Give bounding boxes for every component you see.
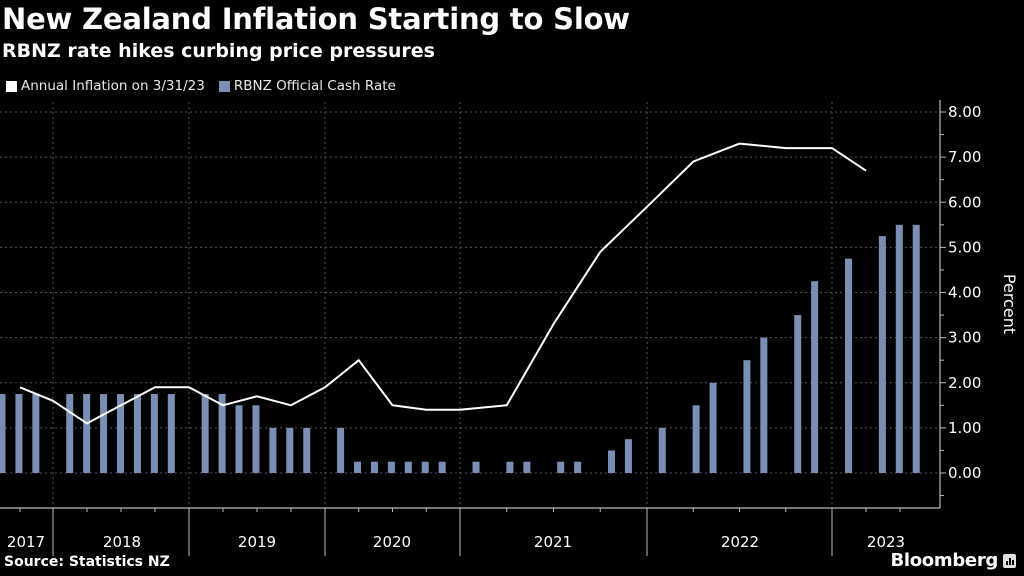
legend-label-inflation: Annual Inflation on 3/31/23	[21, 78, 205, 94]
x-tick-label: 2017	[7, 533, 45, 551]
y-tick-label: 4.00	[948, 284, 981, 302]
ocr-bar	[83, 394, 91, 473]
legend-swatch-ocr	[218, 80, 230, 92]
ocr-bar	[0, 394, 6, 473]
ocr-bar	[100, 394, 108, 473]
ocr-bar	[878, 236, 886, 473]
x-tick-label: 2022	[721, 533, 759, 551]
ocr-bar	[32, 394, 40, 473]
ocr-bar	[252, 405, 260, 473]
ocr-bar	[912, 224, 920, 473]
y-tick-label: 5.00	[948, 238, 981, 256]
y-tick-label: 7.00	[948, 148, 981, 166]
ocr-bar	[150, 394, 158, 473]
inflation-line	[19, 142, 867, 425]
y-tick-label: 8.00	[948, 103, 981, 121]
ocr-bar	[743, 360, 751, 473]
ocr-bar	[658, 427, 666, 473]
y-tick-label: 1.00	[948, 419, 981, 437]
ocr-bar	[438, 461, 446, 473]
ocr-bar	[709, 382, 717, 473]
ocr-bar	[303, 427, 311, 473]
ocr-bar	[692, 405, 700, 473]
ocr-bar	[557, 461, 565, 473]
chart-subtitle: RBNZ rate hikes curbing price pressures	[2, 40, 435, 62]
ocr-bar	[201, 394, 209, 473]
y-tick-label: 6.00	[948, 193, 981, 211]
bloomberg-brand: Bloomberg	[890, 550, 1016, 571]
legend-swatch-inflation	[6, 80, 17, 92]
ocr-bar	[404, 461, 412, 473]
x-tick-label: 2018	[103, 533, 141, 551]
x-tick-label: 2023	[867, 533, 905, 551]
source-note: Source: Statistics NZ	[4, 554, 170, 570]
ocr-bar	[387, 461, 395, 473]
ocr-bar	[607, 450, 615, 473]
ocr-bar	[269, 427, 277, 473]
ocr-bar	[624, 439, 632, 473]
chart-title: New Zealand Inflation Starting to Slow	[2, 2, 630, 36]
ocr-bar	[506, 461, 514, 473]
ocr-bar	[15, 394, 23, 473]
y-tick-label: 0.00	[948, 464, 981, 482]
ocr-bar	[167, 394, 175, 473]
legend-item-ocr: RBNZ Official Cash Rate	[218, 78, 396, 94]
ocr-bar	[760, 337, 768, 473]
y-tick-label: 2.00	[948, 374, 981, 392]
brand-label: Bloomberg	[890, 550, 998, 571]
axes: 0.00 1.00 2.00 3.00 4.00 5.00 6.00 7.00 8.00 2017…	[0, 100, 981, 556]
ocr-bar	[66, 394, 74, 473]
ocr-bar	[523, 461, 531, 473]
x-tick-label: 2020	[373, 533, 411, 551]
ocr-bars	[0, 224, 920, 473]
legend-item-inflation: Annual Inflation on 3/31/23	[6, 78, 205, 94]
ocr-bar	[574, 461, 582, 473]
ocr-bar	[421, 461, 429, 473]
ocr-bar	[133, 394, 141, 473]
bloomberg-logo-icon	[1003, 553, 1016, 568]
ocr-bar	[845, 258, 852, 473]
x-tick-label: 2019	[238, 533, 276, 551]
ocr-bar	[337, 427, 345, 473]
ocr-bar	[895, 224, 903, 473]
ocr-bar	[811, 281, 819, 473]
ocr-bar	[472, 461, 480, 473]
inflation-line-group	[19, 142, 867, 425]
ocr-bar	[370, 461, 378, 473]
ocr-bar	[794, 315, 802, 473]
ocr-bar	[218, 394, 226, 473]
ocr-bar	[354, 461, 362, 473]
y-axis-label: Percent	[1000, 274, 1019, 334]
legend-label-ocr: RBNZ Official Cash Rate	[233, 78, 396, 94]
y-tick-label: 3.00	[948, 329, 981, 347]
ocr-bar	[235, 405, 243, 473]
x-tick-label: 2021	[534, 533, 572, 551]
legend: Annual Inflation on 3/31/23 RBNZ Officia…	[6, 78, 410, 94]
ocr-bar	[117, 394, 125, 473]
ocr-bar	[286, 427, 294, 473]
